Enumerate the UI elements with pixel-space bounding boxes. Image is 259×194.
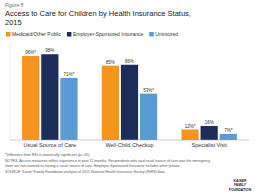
bar: [22, 56, 39, 140]
logo-text: FOUNDATION: [229, 188, 252, 192]
legend-swatch: [149, 32, 154, 37]
title: 2015: [5, 18, 22, 27]
data-label: 16%: [205, 120, 214, 125]
data-label: 86%: [125, 59, 134, 64]
legend-swatch: [67, 32, 72, 37]
data-label: 85%: [106, 60, 115, 65]
data-label: 71%*: [64, 72, 75, 77]
legend-entry: Uninsured: [155, 31, 178, 37]
data-label: 12%*: [185, 124, 196, 129]
title: Access to Care for Children by Health In…: [5, 9, 191, 18]
note: room are not counted as having a usual s…: [5, 164, 181, 168]
bar: [181, 130, 198, 141]
note: *Difference from ESI is statistically si…: [5, 153, 90, 157]
bar: [102, 66, 119, 140]
bar: [140, 94, 157, 140]
x-axis: [10, 140, 249, 141]
legend-swatch: [6, 32, 11, 37]
bar: [121, 65, 138, 140]
x-tick-label: Well-Child Checkup: [105, 142, 153, 148]
data-label: 98%: [45, 48, 54, 53]
legend-entry: Employer-Sponsored Insurance: [73, 31, 144, 37]
figure-label: Figure 5: [5, 2, 24, 8]
note: SOURCE: Kaiser Family Foundation analysi…: [5, 170, 166, 174]
data-label: 7%*: [224, 128, 233, 133]
x-tick-label: Usual Source of Care: [24, 142, 77, 148]
data-label: 53%*: [143, 88, 154, 93]
bar: [220, 134, 237, 140]
note: NOTES: Access measures reflect experienc…: [5, 159, 210, 163]
bar: [201, 126, 218, 140]
bars: [22, 54, 237, 140]
y-axis: [10, 42, 11, 140]
data-label: 96%*: [25, 50, 36, 55]
data-labels: 96%* 85% 12%* 98% 86% 16% 71%* 53%* 7%*: [25, 48, 232, 133]
bar: [41, 54, 58, 140]
legend-entry: Medicaid/Other Public: [12, 31, 61, 37]
x-tick-label: Specialist Visit: [191, 142, 227, 148]
bar: [60, 78, 77, 140]
chart: Figure 5Access to Care for Children by H…: [0, 0, 259, 194]
